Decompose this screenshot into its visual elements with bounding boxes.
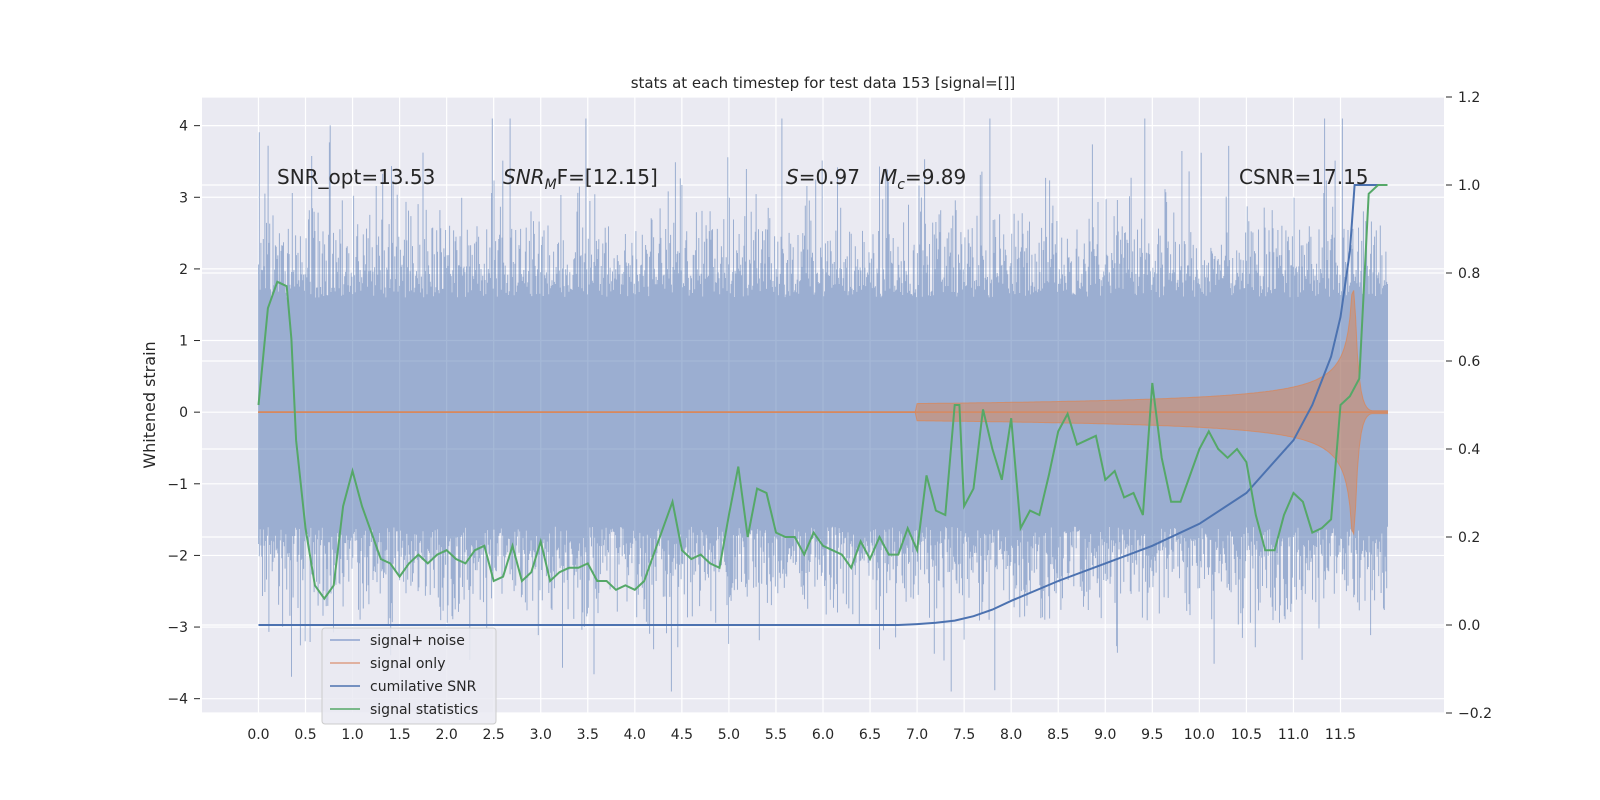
x-tick-label: 10.5 (1231, 727, 1262, 743)
y2-tick-label: 0.0 (1458, 618, 1480, 634)
y-tick-label: −2 (167, 548, 188, 564)
y2-tick-label: 0.2 (1458, 530, 1480, 546)
y2-tick-label: 1.2 (1458, 90, 1480, 106)
x-tick-label: 2.5 (483, 727, 505, 743)
x-tick-label: 0.5 (294, 727, 316, 743)
annotation-snr-opt: SNR_opt=13.53 (277, 165, 435, 189)
y2-tick-label: −0.2 (1458, 706, 1492, 722)
y-tick-label: 1 (179, 334, 188, 350)
y2-tick-label: 0.8 (1458, 266, 1480, 282)
legend-label-signal-only: signal only (370, 656, 445, 672)
y-tick-label: 4 (179, 119, 188, 135)
x-tick-label: 6.0 (812, 727, 834, 743)
y-axis-label: Whitened strain (140, 341, 159, 468)
x-tick-label: 7.5 (953, 727, 975, 743)
y-tick-label: 0 (179, 405, 188, 421)
x-tick-label: 4.5 (671, 727, 693, 743)
y2-tick-label: 0.6 (1458, 354, 1480, 370)
x-tick-label: 8.5 (1047, 727, 1069, 743)
x-axis: 0.0 0.5 1.0 1.5 2.0 2.5 3.0 3.5 4.0 4.5 5.0 5.5 6.0 6… (247, 727, 1356, 743)
y-tick-label: 3 (179, 190, 188, 206)
x-tick-label: 3.0 (530, 727, 552, 743)
y-axis-right: 1.2 1.0 0.8 0.6 0.4 0.2 0.0 −0.2 (1446, 90, 1492, 722)
x-tick-label: 6.5 (859, 727, 881, 743)
x-tick-label: 9.0 (1094, 727, 1116, 743)
legend-label-signal-statistics: signal statistics (370, 702, 478, 718)
x-tick-label: 11.5 (1325, 727, 1356, 743)
annotation-s: S=0.97 (786, 165, 860, 189)
series-cumulative-snr (258, 184, 1388, 626)
y-axis-left: 4 3 2 1 0 −1 −2 −3 −4 (167, 119, 200, 708)
y2-tick-label: 0.4 (1458, 442, 1480, 458)
y-tick-label: 2 (179, 262, 188, 278)
y2-tick-label: 1.0 (1458, 178, 1480, 194)
y-tick-label: −1 (167, 477, 188, 493)
x-tick-label: 1.5 (388, 727, 410, 743)
x-tick-label: 3.5 (577, 727, 599, 743)
x-tick-label: 11.0 (1278, 727, 1309, 743)
x-tick-label: 5.5 (765, 727, 787, 743)
x-tick-label: 5.0 (718, 727, 740, 743)
x-tick-label: 7.0 (906, 727, 928, 743)
legend-label-cumulative-snr: cumilative SNR (370, 679, 477, 695)
x-tick-label: 10.0 (1184, 727, 1215, 743)
annotation-mc: Mc=9.89 (880, 165, 966, 193)
legend: signal+ noise signal only cumilative SNR… (321, 627, 497, 725)
x-tick-label: 8.0 (1000, 727, 1022, 743)
x-tick-label: 0.0 (247, 727, 269, 743)
y-tick-label: −4 (167, 692, 188, 708)
series-signal-statistics (257, 184, 1388, 601)
x-tick-label: 2.0 (436, 727, 458, 743)
annotation-csnr: CSNR=17.15 (1239, 165, 1369, 189)
chart-title: stats at each timestep for test data 153… (631, 74, 1016, 92)
x-tick-label: 9.5 (1141, 727, 1163, 743)
legend-box (321, 627, 497, 725)
legend-label-signal-noise: signal+ noise (370, 633, 465, 649)
x-tick-label: 4.0 (624, 727, 646, 743)
annotation-snr-mf: SNRMF=[12.15] (503, 165, 658, 193)
x-tick-label: 1.0 (341, 727, 363, 743)
y-tick-label: −3 (167, 620, 188, 636)
plot-area (257, 118, 1388, 692)
